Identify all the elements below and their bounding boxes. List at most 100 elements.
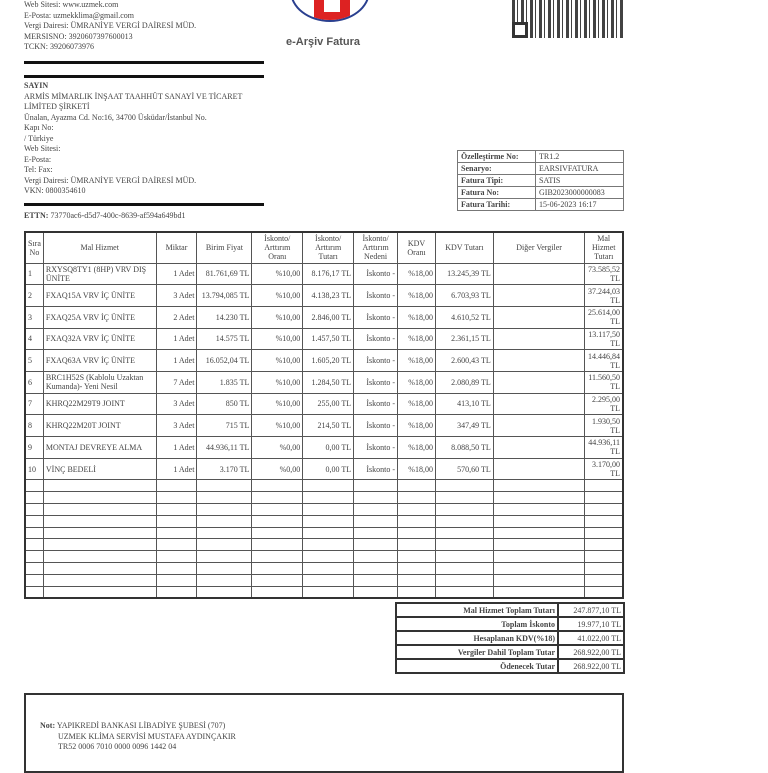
totals-label: Ödenecek Tutar [395, 658, 559, 674]
table-cell: 3 [24, 305, 44, 329]
table-cell: 2.846,00 TL [302, 305, 355, 329]
empty-row [24, 538, 624, 552]
table-cell: 73.585,52 TL [584, 262, 624, 286]
table-cell [397, 585, 436, 599]
table-cell: %18,00 [397, 327, 436, 351]
seller-web: Web Sitesi: www.uzmek.com [24, 0, 119, 9]
table-cell [353, 479, 399, 493]
table-cell: FXAQ63A VRV İÇ ÜNİTE [42, 349, 157, 372]
gib-logo [290, 0, 370, 22]
table-cell [302, 491, 355, 504]
table-cell [584, 585, 624, 599]
table-cell: İskonto - [353, 414, 399, 437]
table-cell: KHRQ22M29T9 JOINT [42, 392, 157, 416]
info-row: Fatura Tipi: SATIS [457, 174, 624, 187]
column-header: İskonto/ Arttırım Nedeni [353, 231, 399, 264]
table-cell [302, 526, 355, 540]
column-header: Miktar [155, 231, 198, 264]
table-cell [492, 370, 586, 394]
info-value: TR1.2 [535, 150, 624, 163]
column-header: KDV Tutarı [434, 231, 494, 264]
table-cell [584, 538, 624, 552]
table-cell: 2.080,89 TL [434, 370, 494, 394]
table-cell: %18,00 [397, 370, 436, 394]
divider [24, 203, 264, 206]
table-cell [155, 573, 198, 587]
table-cell [492, 392, 586, 416]
totals-label: Mal Hizmet Toplam Tutarı [395, 602, 559, 618]
table-cell: %10,00 [251, 392, 304, 416]
table-cell: 2.600,43 TL [434, 349, 494, 372]
table-cell [434, 479, 494, 493]
column-header: Mal Hizmet Tutarı [584, 231, 624, 264]
table-cell [251, 538, 304, 552]
table-cell: %10,00 [251, 262, 304, 286]
table-cell [434, 526, 494, 540]
table-cell: 1 Adet [155, 349, 198, 372]
table-cell [251, 514, 304, 528]
table-cell [492, 502, 586, 516]
table-cell [196, 550, 253, 563]
table-cell: 1 Adet [155, 436, 198, 459]
table-cell [584, 514, 624, 528]
table-cell: 8 [24, 414, 44, 437]
totals-row: Mal Hizmet Toplam Tutarı 247.877,10 TL [395, 602, 625, 618]
table-cell: 1 Adet [155, 262, 198, 286]
table-cell [397, 479, 436, 493]
table-cell [155, 526, 198, 540]
table-cell: 255,00 TL [302, 392, 355, 416]
info-label: Senaryo: [457, 162, 536, 175]
empty-row [24, 573, 624, 587]
info-label: Özelleştirme No: [457, 150, 536, 163]
buyer-email: E-Posta: [24, 154, 52, 164]
table-cell: 14.446,84 TL [584, 349, 624, 372]
table-cell: %18,00 [397, 436, 436, 459]
buyer-address: Ünalan, Ayazma Cd. No:16, 34700 Üsküdar/… [24, 112, 207, 122]
table-cell [397, 526, 436, 540]
table-cell: 347,49 TL [434, 414, 494, 437]
table-cell: 44.936,11 TL [196, 436, 253, 459]
table-cell: 0,00 TL [302, 436, 355, 459]
table-cell: 1 Adet [155, 457, 198, 481]
buyer-info: SAYIN ARMİS MİMARLIK İNŞAAT TAAHHÜT SANA… [24, 81, 242, 197]
divider [24, 75, 264, 78]
table-cell [492, 262, 586, 286]
table-cell [24, 550, 44, 563]
empty-row [24, 491, 624, 504]
buyer-heading: SAYIN [24, 81, 49, 90]
table-cell: 81.761,69 TL [196, 262, 253, 286]
table-cell [492, 514, 586, 528]
table-cell [24, 561, 44, 575]
column-header: İskonto/ Arttırım Oranı [251, 231, 304, 264]
table-cell [353, 585, 399, 599]
table-cell [196, 573, 253, 587]
table-cell [434, 561, 494, 575]
table-cell [353, 561, 399, 575]
empty-row [24, 526, 624, 540]
seller-tckn: TCKN: 39206073976 [24, 42, 94, 51]
table-cell: 1.605,20 TL [302, 349, 355, 372]
buyer-country: / Türkiye [24, 133, 54, 143]
buyer-web: Web Sitesi: [24, 144, 61, 153]
info-row: Senaryo: EARSIVFATURA [457, 162, 624, 175]
table-cell [434, 502, 494, 516]
table-cell [24, 502, 44, 516]
seller-info: Web Sitesi: www.uzmek.com E-Posta: uzmek… [24, 0, 196, 53]
ettn: ETTN: 73770ac6-d5d7-400c-8639-af594a649b… [24, 211, 186, 222]
table-cell [196, 526, 253, 540]
table-cell: 570,60 TL [434, 457, 494, 481]
table-cell [492, 550, 586, 563]
info-label: Fatura Tipi: [457, 174, 536, 187]
table-cell [155, 550, 198, 563]
table-cell [492, 585, 586, 599]
table-cell [584, 491, 624, 504]
table-cell: %10,00 [251, 370, 304, 394]
table-cell [196, 514, 253, 528]
table-cell [397, 550, 436, 563]
table-cell [24, 526, 44, 540]
table-cell [251, 561, 304, 575]
table-cell: 4.138,23 TL [302, 284, 355, 307]
table-cell [353, 538, 399, 552]
table-cell: 1 [24, 262, 44, 286]
table-cell [155, 561, 198, 575]
